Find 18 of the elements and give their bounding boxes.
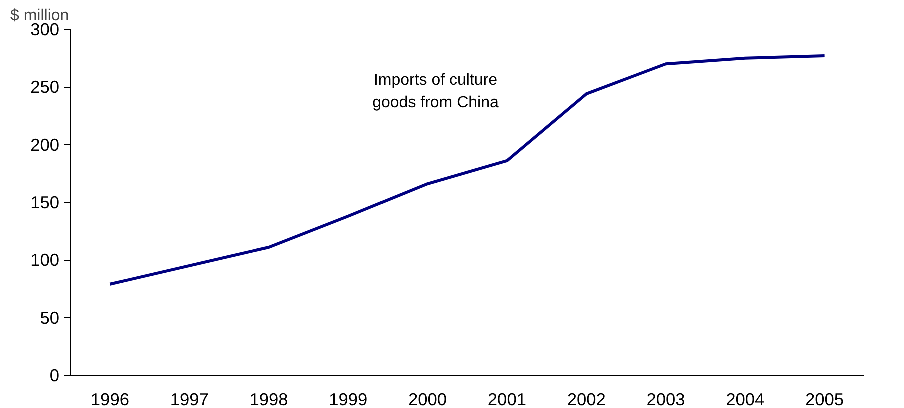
line-series — [108, 54, 826, 286]
y-tick-label: 0 — [50, 366, 60, 386]
y-tick-label: 100 — [30, 250, 60, 270]
text: Imports of culture goods from China — [372, 72, 499, 112]
x-tick-label: 2000 — [408, 390, 448, 408]
y-tick-label: 200 — [30, 134, 60, 155]
x-tick-label: 2001 — [488, 390, 526, 408]
x-tick-label: 2003 — [646, 390, 686, 408]
x-tick-label: 1998 — [250, 390, 288, 408]
x-tick-label: 1999 — [329, 390, 368, 408]
x-tick-label: 2002 — [567, 390, 606, 408]
x-tick-label: 1996 — [90, 390, 130, 408]
y-tick-label: 50 — [40, 308, 60, 328]
x-tick-label: 1997 — [170, 390, 209, 408]
y-tick-label: 250 — [30, 77, 60, 98]
x-tick-label: 2005 — [806, 390, 844, 408]
y-tick-label: 150 — [30, 192, 60, 212]
x-tick-label: 2004 — [726, 390, 766, 408]
